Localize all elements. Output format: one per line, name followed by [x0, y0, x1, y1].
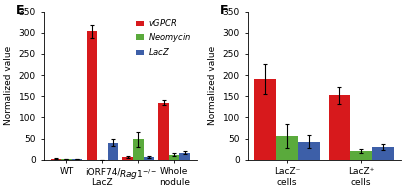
Bar: [276, 136, 298, 160]
Bar: [143, 157, 154, 160]
Y-axis label: Normalized value: Normalized value: [4, 46, 13, 125]
Bar: [122, 157, 133, 160]
Bar: [72, 159, 82, 160]
Bar: [298, 142, 320, 160]
Bar: [328, 95, 350, 160]
Bar: [108, 143, 118, 160]
Bar: [158, 103, 169, 160]
Y-axis label: Normalized value: Normalized value: [208, 46, 217, 125]
Bar: [51, 159, 61, 160]
Bar: [254, 79, 276, 160]
Legend: $\it{vGPCR}$, $\it{Neomycin}$, $\it{LacZ}$: $\it{vGPCR}$, $\it{Neomycin}$, $\it{LacZ…: [134, 16, 193, 59]
Bar: [350, 151, 372, 160]
Bar: [133, 139, 143, 160]
Bar: [372, 147, 394, 160]
Bar: [179, 153, 190, 160]
Bar: [169, 155, 179, 160]
Bar: [61, 159, 72, 160]
Text: F: F: [220, 4, 228, 17]
Text: E: E: [16, 4, 25, 17]
Bar: [87, 32, 97, 160]
